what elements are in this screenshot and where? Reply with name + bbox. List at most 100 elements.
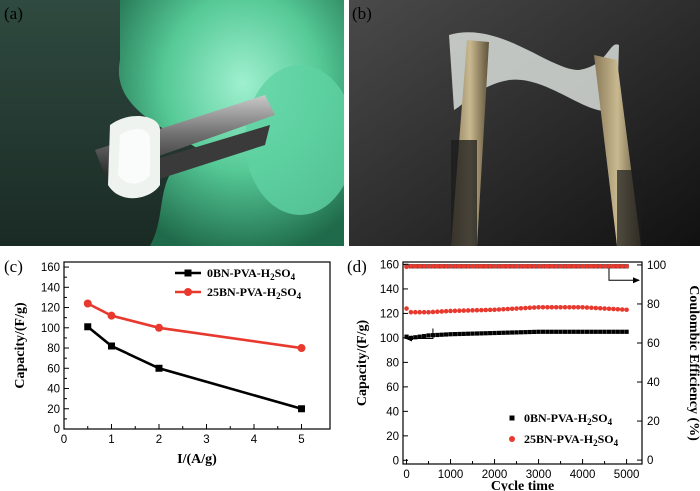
chart-d-efficiency-point-1 <box>479 263 484 269</box>
chart-d-capacity-point-0 <box>483 331 488 336</box>
chart-d-efficiency-point-1 <box>461 263 467 269</box>
chart-d-y-tick-label: 160 <box>380 259 399 271</box>
chart-d-capacity-point-1 <box>474 307 480 313</box>
chart-c-legend-label-1-name-mid: SO <box>281 285 297 299</box>
chart-d-legend-label-1-name-sub2: 4 <box>614 438 619 448</box>
chart-d-capacity-point-1 <box>426 309 431 315</box>
chart-d-y2-tick-label: 0 <box>647 455 653 467</box>
chart-d-capacity-point-1 <box>558 304 563 310</box>
chart-d-capacity-point-1 <box>615 306 621 312</box>
chart-c-legend-label-0-name-sub1: 2 <box>270 272 275 282</box>
chart-d-efficiency-point-1 <box>452 263 458 269</box>
chart-d-efficiency-point-1 <box>619 263 625 269</box>
chart-c-point-0 <box>155 364 163 372</box>
chart-d-capacity-point-1 <box>606 306 612 312</box>
chart-d-efficiency-point-1 <box>514 263 519 269</box>
chart-d-capacity-point-0 <box>549 329 554 334</box>
chart-d-y2-tick-label: 80 <box>647 299 660 311</box>
chart-c-y-axis-title: Capacity/(F/g) <box>13 302 28 389</box>
chart-d-right-axis-arrow <box>608 268 639 281</box>
chart-d-capacity-point-1 <box>404 306 409 311</box>
chart-d-capacity-point-0 <box>461 331 466 336</box>
chart-d-capacity-point-1 <box>571 304 577 310</box>
chart-d-capacity-point-1 <box>584 305 590 310</box>
chart-d-efficiency-point-1 <box>404 264 409 270</box>
chart-d-capacity-point-0 <box>518 330 524 335</box>
chart-d-efficiency-point-1 <box>408 263 414 269</box>
chart-d-efficiency-point-1 <box>553 263 559 269</box>
chart-d-x-tick-label: 5000 <box>614 469 640 481</box>
chart-d-capacity-point-1 <box>593 305 599 311</box>
chart-d-capacity-point-1 <box>553 304 559 310</box>
chart-d-efficiency-point-1 <box>413 263 418 269</box>
chart-d-capacity-point-0 <box>457 331 462 337</box>
chart-d-capacity-point-1 <box>470 308 475 313</box>
chart-d-capacity-point-0 <box>571 329 576 334</box>
chart-d-y-axis-title: Capacity/(F/g) <box>355 320 370 407</box>
chart-d-capacity-point-0 <box>501 330 506 335</box>
chart-d-capacity-point-1 <box>483 307 489 313</box>
chart-d-legend-label-0-name-mid: SO <box>592 411 608 425</box>
chart-c-legend-label-1-name-base: 25BN-PVA-H <box>207 285 277 299</box>
gel-highlight <box>118 128 150 184</box>
chart-d-capacity-point-1 <box>501 306 506 312</box>
chart-d-capacity-point-1 <box>611 306 616 312</box>
chart-d-left-axis-arrowhead <box>405 335 412 342</box>
chart-d-efficiency-point-1 <box>492 263 497 269</box>
chart-d-capacity-point-1 <box>408 309 414 315</box>
chart-c-y-tick-label: 40 <box>47 384 60 396</box>
chart-d-efficiency-point-1 <box>545 263 550 269</box>
chart-c-frame <box>63 261 331 430</box>
chart-d-capacity-point-0 <box>540 329 546 334</box>
chart-c-x-tick-label: 1 <box>108 434 114 446</box>
chart-d-capacity-point-0 <box>404 334 409 339</box>
chart-d-capacity-point-1 <box>518 305 524 311</box>
chart-c-legend-label-0-name-mid: SO <box>275 266 291 280</box>
chart-d-capacity-point-0 <box>505 330 510 335</box>
chart-d-capacity-point-1 <box>545 304 550 310</box>
chart-d-efficiency-point-1 <box>589 263 594 269</box>
chart-c-point-1 <box>297 344 306 353</box>
chart-c-capacity-vs-current: 0 1 2 3 4 5 0 20 40 60 80 100 120 140 160 I/(A/g) Capaci… <box>13 261 331 467</box>
chart-d-efficiency-point-1 <box>518 263 524 269</box>
chart-d-capacity-point-0 <box>448 332 453 337</box>
chart-d-legend-marker-1 <box>509 436 515 442</box>
chart-d-efficiency-point-1 <box>474 263 480 269</box>
chart-d-x-axis-title: Cycle time <box>491 479 554 491</box>
chart-c-legend-label-0: 0BN-PVA-H2SO4 <box>207 266 296 282</box>
chart-d-left-axis-arrow <box>406 328 434 339</box>
chart-d-capacity-point-1 <box>430 309 436 315</box>
chart-d-efficiency-point-1 <box>593 263 599 269</box>
chart-d-efficiency-point-1 <box>527 263 533 269</box>
chart-d-legend-label-0-name-sub1: 2 <box>587 417 592 427</box>
chart-d-capacity-point-1 <box>461 308 467 313</box>
chart-d-efficiency-point-1 <box>483 263 489 269</box>
chart-d-capacity-point-1 <box>531 305 537 310</box>
chart-d-capacity-point-1 <box>448 308 453 314</box>
chart-d-y-tick-label: 120 <box>380 308 399 320</box>
chart-d-x-tick-label: 4000 <box>570 469 596 481</box>
chart-d-y-tick-label: 100 <box>380 333 399 345</box>
chart-c-point-1 <box>107 311 116 320</box>
chart-d-efficiency-point-1 <box>496 263 502 269</box>
chart-d-capacity-point-1 <box>562 304 568 310</box>
chart-d-capacity-point-1 <box>421 309 427 315</box>
chart-d-capacity-point-1 <box>417 309 423 315</box>
chart-d-capacity-point-0 <box>444 332 449 337</box>
chart-d-capacity-point-0 <box>422 333 427 339</box>
photo-b-gel-film-tweezers: (b) <box>349 0 700 246</box>
chart-c-x-tick-label: 3 <box>203 434 209 446</box>
chart-d-capacity-point-0 <box>593 329 598 334</box>
chart-d-capacity-point-1 <box>514 306 519 311</box>
chart-d-legend-label-0-name-sub2: 4 <box>608 417 613 427</box>
chart-d-efficiency-point-1 <box>430 263 436 269</box>
chart-c-y-tick-label: 160 <box>41 262 60 274</box>
tweezer-left-tip <box>451 140 477 246</box>
chart-d-efficiency-point-1 <box>448 263 453 269</box>
chart-d-capacity-point-1 <box>619 307 625 312</box>
chart-d-capacity-point-0 <box>474 331 480 336</box>
chart-d-capacity-point-1 <box>496 307 502 312</box>
chart-d-capacity-point-1 <box>567 304 572 310</box>
chart-d-capacity-point-1 <box>457 308 462 314</box>
photo-b-illustration <box>349 0 700 246</box>
